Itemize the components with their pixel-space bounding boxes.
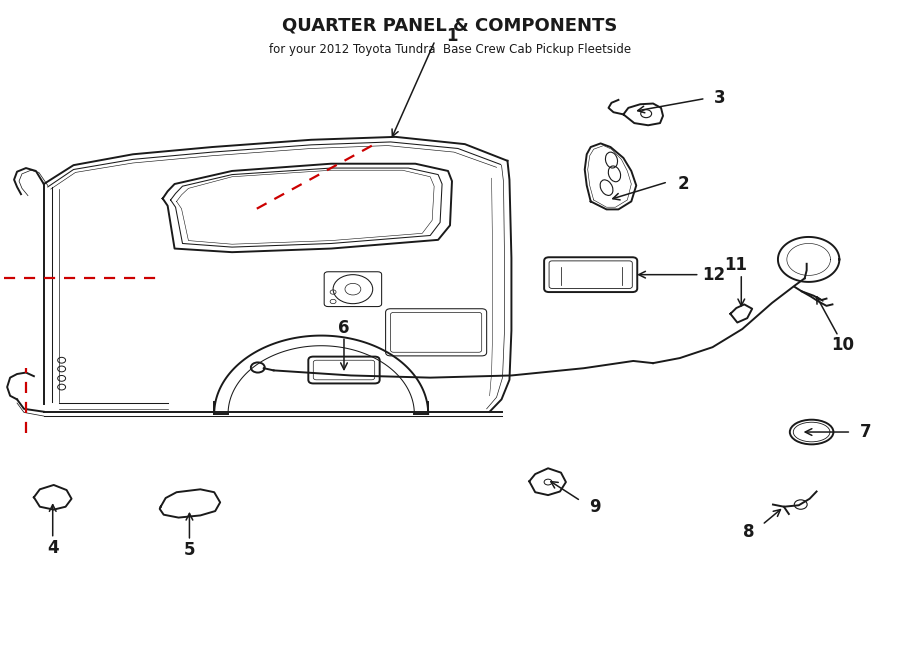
Text: 2: 2 [678, 175, 689, 193]
Text: 4: 4 [47, 539, 58, 557]
Text: 6: 6 [338, 319, 350, 336]
Text: 9: 9 [589, 498, 600, 516]
Text: 7: 7 [860, 423, 872, 441]
Text: 1: 1 [446, 27, 458, 45]
Text: 8: 8 [743, 523, 755, 541]
Text: 10: 10 [831, 336, 854, 354]
Text: QUARTER PANEL & COMPONENTS: QUARTER PANEL & COMPONENTS [283, 17, 617, 34]
Text: for your 2012 Toyota Tundra  Base Crew Cab Pickup Fleetside: for your 2012 Toyota Tundra Base Crew Ca… [269, 43, 631, 56]
Text: 5: 5 [184, 541, 195, 559]
Text: 11: 11 [724, 256, 747, 274]
Text: 12: 12 [702, 266, 725, 284]
Text: 3: 3 [714, 89, 725, 108]
